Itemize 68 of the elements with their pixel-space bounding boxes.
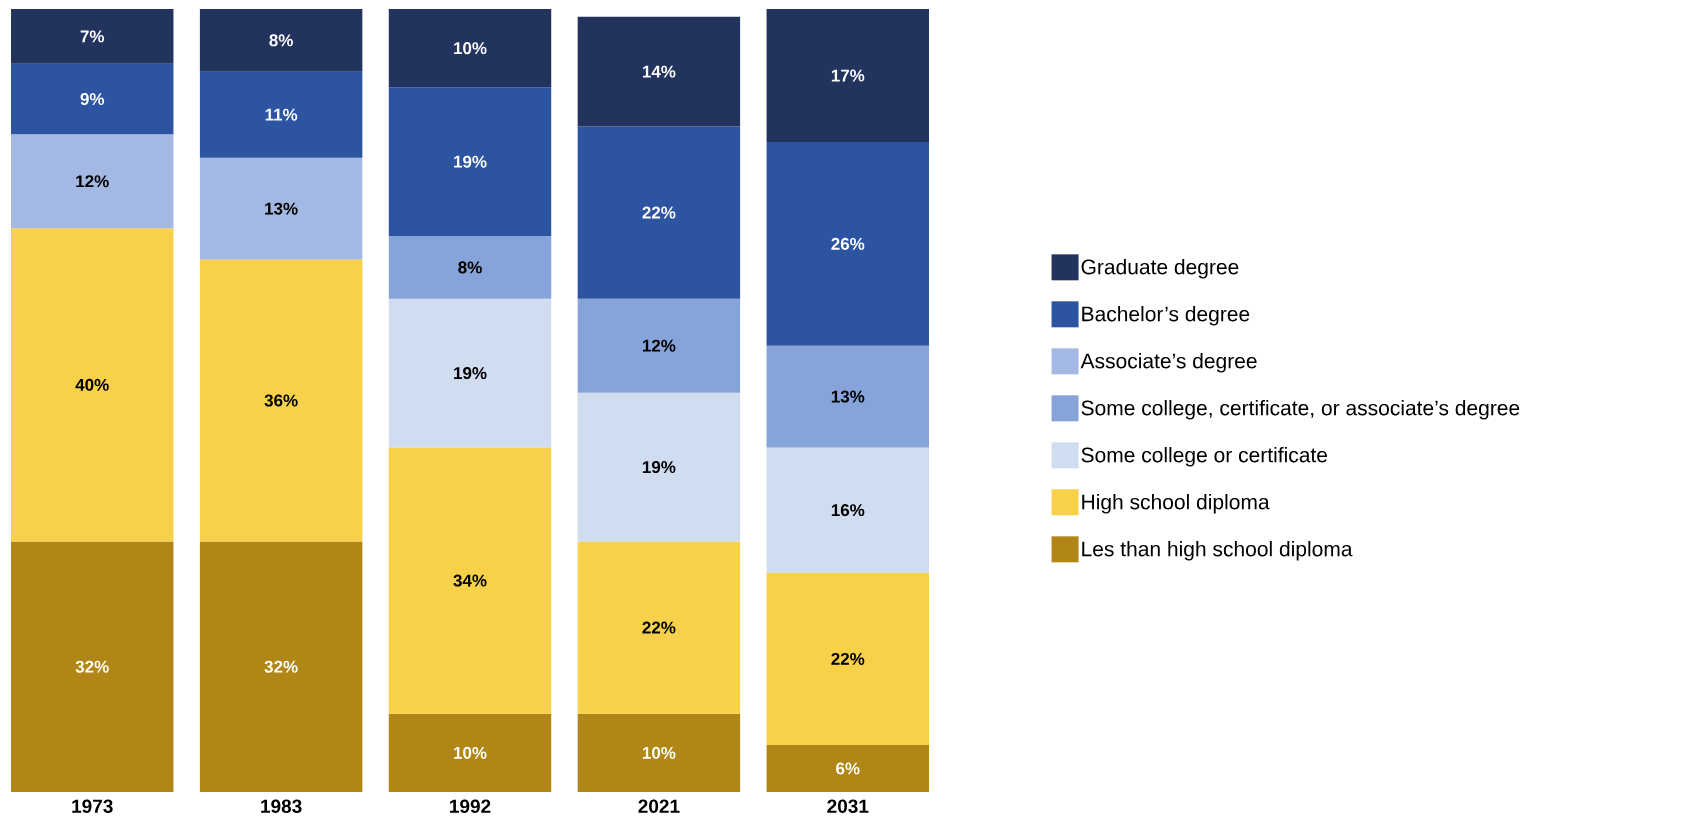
bar: [199, 8, 363, 72]
x-tick-label: 2031: [827, 799, 869, 814]
data-label: 10%: [454, 42, 487, 55]
bar: [199, 71, 363, 158]
data-label: 8%: [269, 34, 293, 47]
data-label: 16%: [831, 504, 865, 517]
bar: [11, 134, 174, 229]
bar: [388, 298, 552, 448]
data-label: 9%: [80, 93, 105, 106]
bar: [577, 713, 741, 792]
data-label: 22%: [831, 652, 865, 665]
data-label: 22%: [642, 206, 676, 219]
data-label: 19%: [454, 155, 487, 168]
data-label: 13%: [265, 202, 298, 215]
legend-label: Some college or certificate: [1081, 446, 1328, 467]
data-label: 12%: [76, 175, 109, 188]
data-label: 19%: [642, 461, 676, 474]
bar: [577, 541, 741, 714]
data-label: 8%: [458, 261, 482, 274]
bar: [388, 236, 552, 299]
x-tick-label: 1973: [72, 799, 113, 814]
bar: [199, 259, 363, 542]
data-label: 34%: [453, 574, 487, 587]
data-label: 32%: [264, 660, 298, 673]
bar: [11, 541, 174, 792]
bar: [577, 126, 741, 299]
bar: [388, 447, 552, 714]
bar: [766, 572, 930, 746]
bar: [11, 228, 174, 542]
data-label: 7%: [80, 30, 105, 43]
x-tick-label: 1992: [450, 799, 491, 813]
data-label: 13%: [831, 390, 865, 403]
bar: [577, 392, 741, 542]
bar: [766, 8, 930, 143]
bar: [11, 8, 174, 64]
data-label: 11%: [265, 108, 298, 121]
data-label: 10%: [454, 746, 487, 759]
bar: [11, 63, 174, 135]
data-label: 22%: [642, 621, 676, 634]
data-label: 36%: [264, 394, 298, 407]
data-label: 26%: [831, 237, 865, 250]
data-label: 14%: [642, 65, 676, 78]
bar: [388, 87, 552, 237]
x-tick-label: 1983: [261, 799, 302, 814]
bar: [388, 713, 552, 792]
data-label: 19%: [454, 367, 487, 380]
data-label: 32%: [75, 660, 109, 673]
bar: [199, 541, 363, 792]
bar: [766, 142, 930, 346]
legend-label: Some college, certificate, or associate’s degree: [1081, 399, 1520, 420]
data-label: 40%: [75, 378, 109, 391]
legend-label: High school diploma: [1082, 493, 1270, 514]
data-label: 10%: [642, 746, 676, 759]
bar: [577, 298, 741, 393]
bar: [199, 157, 363, 260]
legend-label: Bachelor’s degree: [1082, 305, 1250, 326]
data-label: 12%: [642, 339, 676, 352]
bar: [766, 447, 930, 573]
legend-label: Les than high school diploma: [1082, 540, 1353, 561]
bar: [388, 8, 552, 88]
bar: [577, 16, 741, 127]
data-label: 17%: [831, 69, 865, 82]
bar: [766, 345, 930, 448]
legend-label: Graduate degree: [1081, 258, 1239, 279]
legend-label: Associate’s degree: [1080, 352, 1257, 373]
bar: [766, 745, 930, 792]
data-label: 6%: [836, 762, 860, 775]
x-tick-label: 2021: [638, 799, 680, 813]
